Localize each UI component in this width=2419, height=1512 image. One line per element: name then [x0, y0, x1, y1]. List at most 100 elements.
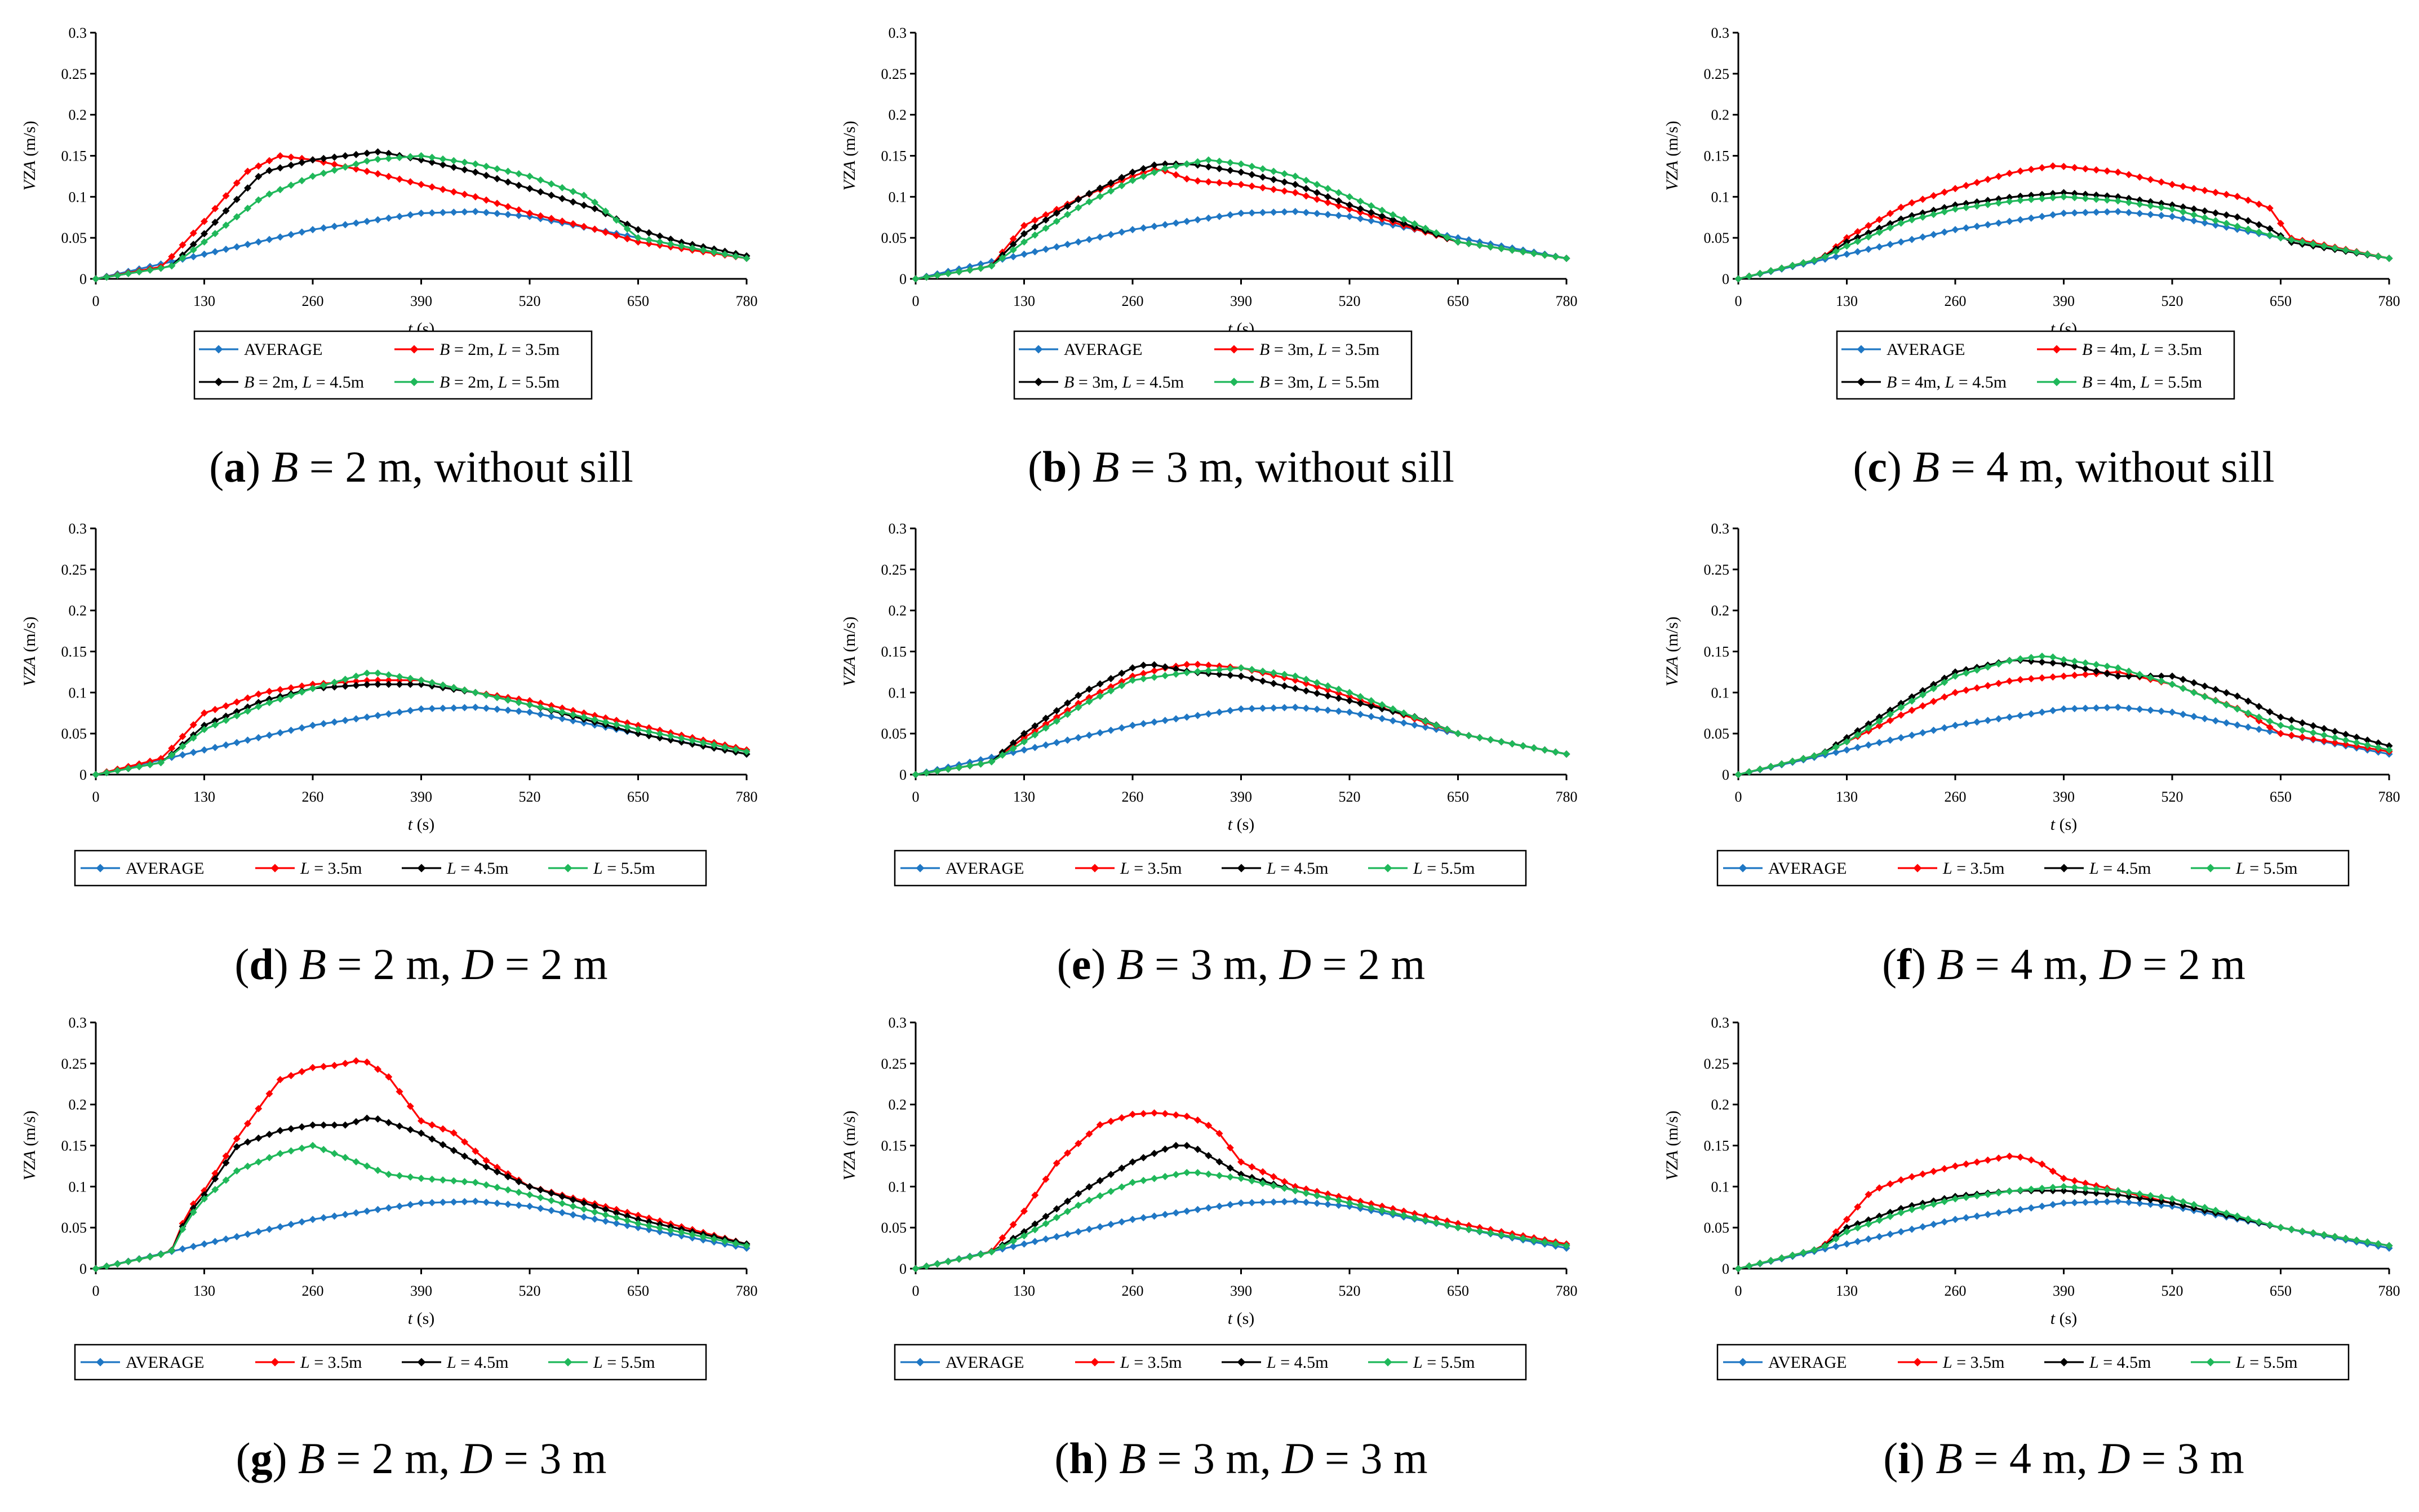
data-point	[222, 1159, 230, 1167]
data-point	[1465, 239, 1473, 247]
y-axis-title: VZA (m/s)	[20, 616, 39, 686]
data-point	[1096, 692, 1104, 700]
series-line	[915, 159, 1567, 280]
data-point	[2179, 684, 2187, 692]
data-point	[2027, 192, 2035, 199]
data-point	[1454, 730, 1462, 737]
data-point	[2342, 731, 2350, 739]
data-point	[287, 726, 295, 734]
data-point	[331, 1150, 338, 1158]
data-point	[1865, 222, 1872, 230]
data-point	[1389, 1209, 1397, 1217]
data-point	[2060, 1199, 2067, 1207]
data-point	[1183, 713, 1191, 721]
legend-label: L = 3.5m	[300, 859, 362, 878]
series-b-4m-l-5-5m	[1734, 193, 2393, 283]
data-point	[439, 681, 447, 689]
data-point	[287, 230, 295, 238]
data-point	[2201, 693, 2209, 701]
data-point	[2125, 194, 2133, 202]
chart-panel-h: 00.050.10.150.20.250.30 130 260 390 520 650 78…	[840, 1015, 1578, 1483]
y-axis-title: VZA (m/s)	[20, 1110, 39, 1180]
data-point	[1313, 1188, 1321, 1195]
data-point	[319, 154, 327, 162]
data-point	[1324, 211, 1331, 219]
data-point	[1324, 1200, 1331, 1208]
data-point	[2147, 198, 2154, 206]
data-point	[1302, 176, 1310, 184]
data-point	[331, 153, 338, 161]
data-point	[255, 238, 263, 246]
data-point	[1346, 697, 1353, 705]
data-point	[1356, 204, 1364, 212]
legend-label-part: = 2m,	[254, 373, 302, 392]
data-point	[1335, 690, 1343, 697]
data-point	[2125, 667, 2133, 675]
y-tick-label: 0.05	[61, 230, 87, 246]
data-point	[2071, 194, 2079, 202]
data-point	[1075, 238, 1082, 246]
data-point	[1020, 1228, 1028, 1235]
data-point	[743, 748, 751, 755]
data-point	[515, 1178, 523, 1186]
data-point	[526, 1191, 534, 1199]
data-point	[1887, 1208, 1894, 1216]
data-point	[1368, 208, 1375, 216]
data-point	[1400, 709, 1408, 717]
x-tick-label: 0	[1735, 1283, 1742, 1299]
data-point	[1432, 1219, 1440, 1226]
data-point	[1172, 162, 1180, 170]
data-point	[1183, 160, 1191, 168]
data-point	[1335, 1202, 1343, 1209]
data-point	[1854, 1203, 1862, 1211]
data-point	[439, 1125, 447, 1133]
data-point	[1995, 1209, 2003, 1217]
data-point	[536, 176, 544, 184]
data-point	[1302, 1185, 1310, 1193]
data-point	[689, 737, 696, 745]
data-point	[1291, 172, 1299, 180]
data-point	[1356, 215, 1364, 223]
data-point	[1400, 220, 1408, 228]
data-point	[1064, 710, 1071, 718]
data-point	[374, 681, 381, 688]
data-point	[591, 1215, 598, 1223]
data-point	[2234, 692, 2241, 700]
data-point	[244, 241, 251, 248]
data-point	[222, 221, 230, 229]
data-point	[2114, 193, 2122, 201]
data-point	[493, 1199, 501, 1207]
data-point	[1908, 706, 1916, 714]
data-point	[1788, 1251, 1796, 1259]
y-tick-label: 0	[1722, 1261, 1729, 1277]
data-point	[1020, 1240, 1028, 1248]
data-point	[1962, 199, 1970, 207]
data-point	[2114, 208, 2122, 216]
data-point	[1854, 727, 1862, 735]
data-point	[352, 165, 360, 173]
data-point	[2005, 1207, 2013, 1215]
data-point	[1096, 184, 1104, 192]
data-point	[1248, 1177, 1256, 1185]
y-tick-label: 0.2	[69, 107, 87, 123]
y-axis-title-part: (m/s)	[20, 616, 39, 656]
data-point	[1183, 217, 1191, 225]
data-point	[2125, 1193, 2133, 1200]
data-point	[2320, 1231, 2328, 1239]
y-axis-title-part: (m/s)	[1663, 616, 1681, 656]
legend-label-part: B	[1887, 373, 1897, 392]
series-line	[915, 1171, 1567, 1270]
data-point	[493, 1163, 501, 1171]
data-point	[1009, 253, 1017, 261]
data-point	[1875, 739, 1883, 746]
data-point	[1887, 717, 1894, 724]
series-line	[95, 155, 747, 280]
data-point	[1767, 267, 1775, 275]
data-point	[2364, 736, 2371, 744]
data-point	[2005, 170, 2013, 177]
x-axis-title: t (s)	[408, 1309, 435, 1328]
data-point	[2320, 737, 2328, 745]
x-tick-label: 650	[2270, 789, 2292, 805]
data-point	[1941, 674, 1948, 682]
data-point	[1107, 675, 1115, 683]
